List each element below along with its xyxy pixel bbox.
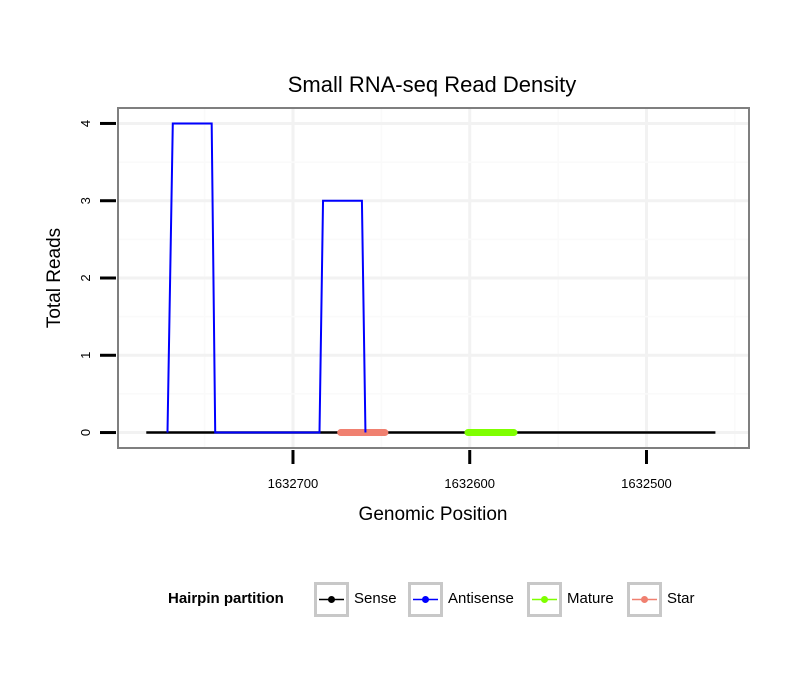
y-tick-label: 4 bbox=[78, 120, 93, 127]
legend: Hairpin partition Sense Antisense Mature St… bbox=[168, 582, 695, 617]
legend-item-star: Star bbox=[627, 582, 695, 617]
y-tick-label: 2 bbox=[78, 274, 93, 281]
x-axis: 1632700 1632600 1632500 bbox=[268, 450, 672, 491]
legend-label: Antisense bbox=[448, 590, 514, 607]
legend-title: Hairpin partition bbox=[168, 590, 284, 607]
x-axis-title: Genomic Position bbox=[359, 504, 508, 525]
y-axis-title: Total Reads bbox=[44, 228, 65, 328]
legend-item-sense: Sense bbox=[314, 582, 397, 617]
series-line-antisense bbox=[166, 122, 367, 434]
y-tick-label: 0 bbox=[78, 429, 93, 436]
legend-item-mature: Mature bbox=[527, 582, 614, 617]
x-tick-label: 1632500 bbox=[621, 476, 672, 491]
legend-label: Sense bbox=[354, 590, 397, 607]
y-tick-label: 1 bbox=[78, 352, 93, 359]
legend-label: Mature bbox=[567, 590, 614, 607]
legend-items: Sense Antisense Mature Star bbox=[314, 582, 695, 617]
legend-key-point bbox=[541, 596, 548, 603]
legend-label: Star bbox=[667, 590, 695, 607]
legend-key-point bbox=[641, 596, 648, 603]
legend-key-point bbox=[422, 596, 429, 603]
legend-key-point bbox=[328, 596, 335, 603]
y-axis: 0 1 2 3 4 bbox=[78, 120, 116, 436]
y-tick-label: 3 bbox=[78, 197, 93, 204]
chart-title: Small RNA-seq Read Density bbox=[288, 72, 577, 97]
series-layer bbox=[146, 122, 716, 437]
legend-item-antisense: Antisense bbox=[408, 582, 514, 617]
plot-border bbox=[117, 107, 750, 449]
plot-panel bbox=[117, 107, 750, 449]
x-tick-label: 1632700 bbox=[268, 476, 319, 491]
x-tick-label: 1632600 bbox=[444, 476, 495, 491]
grid bbox=[118, 108, 749, 448]
